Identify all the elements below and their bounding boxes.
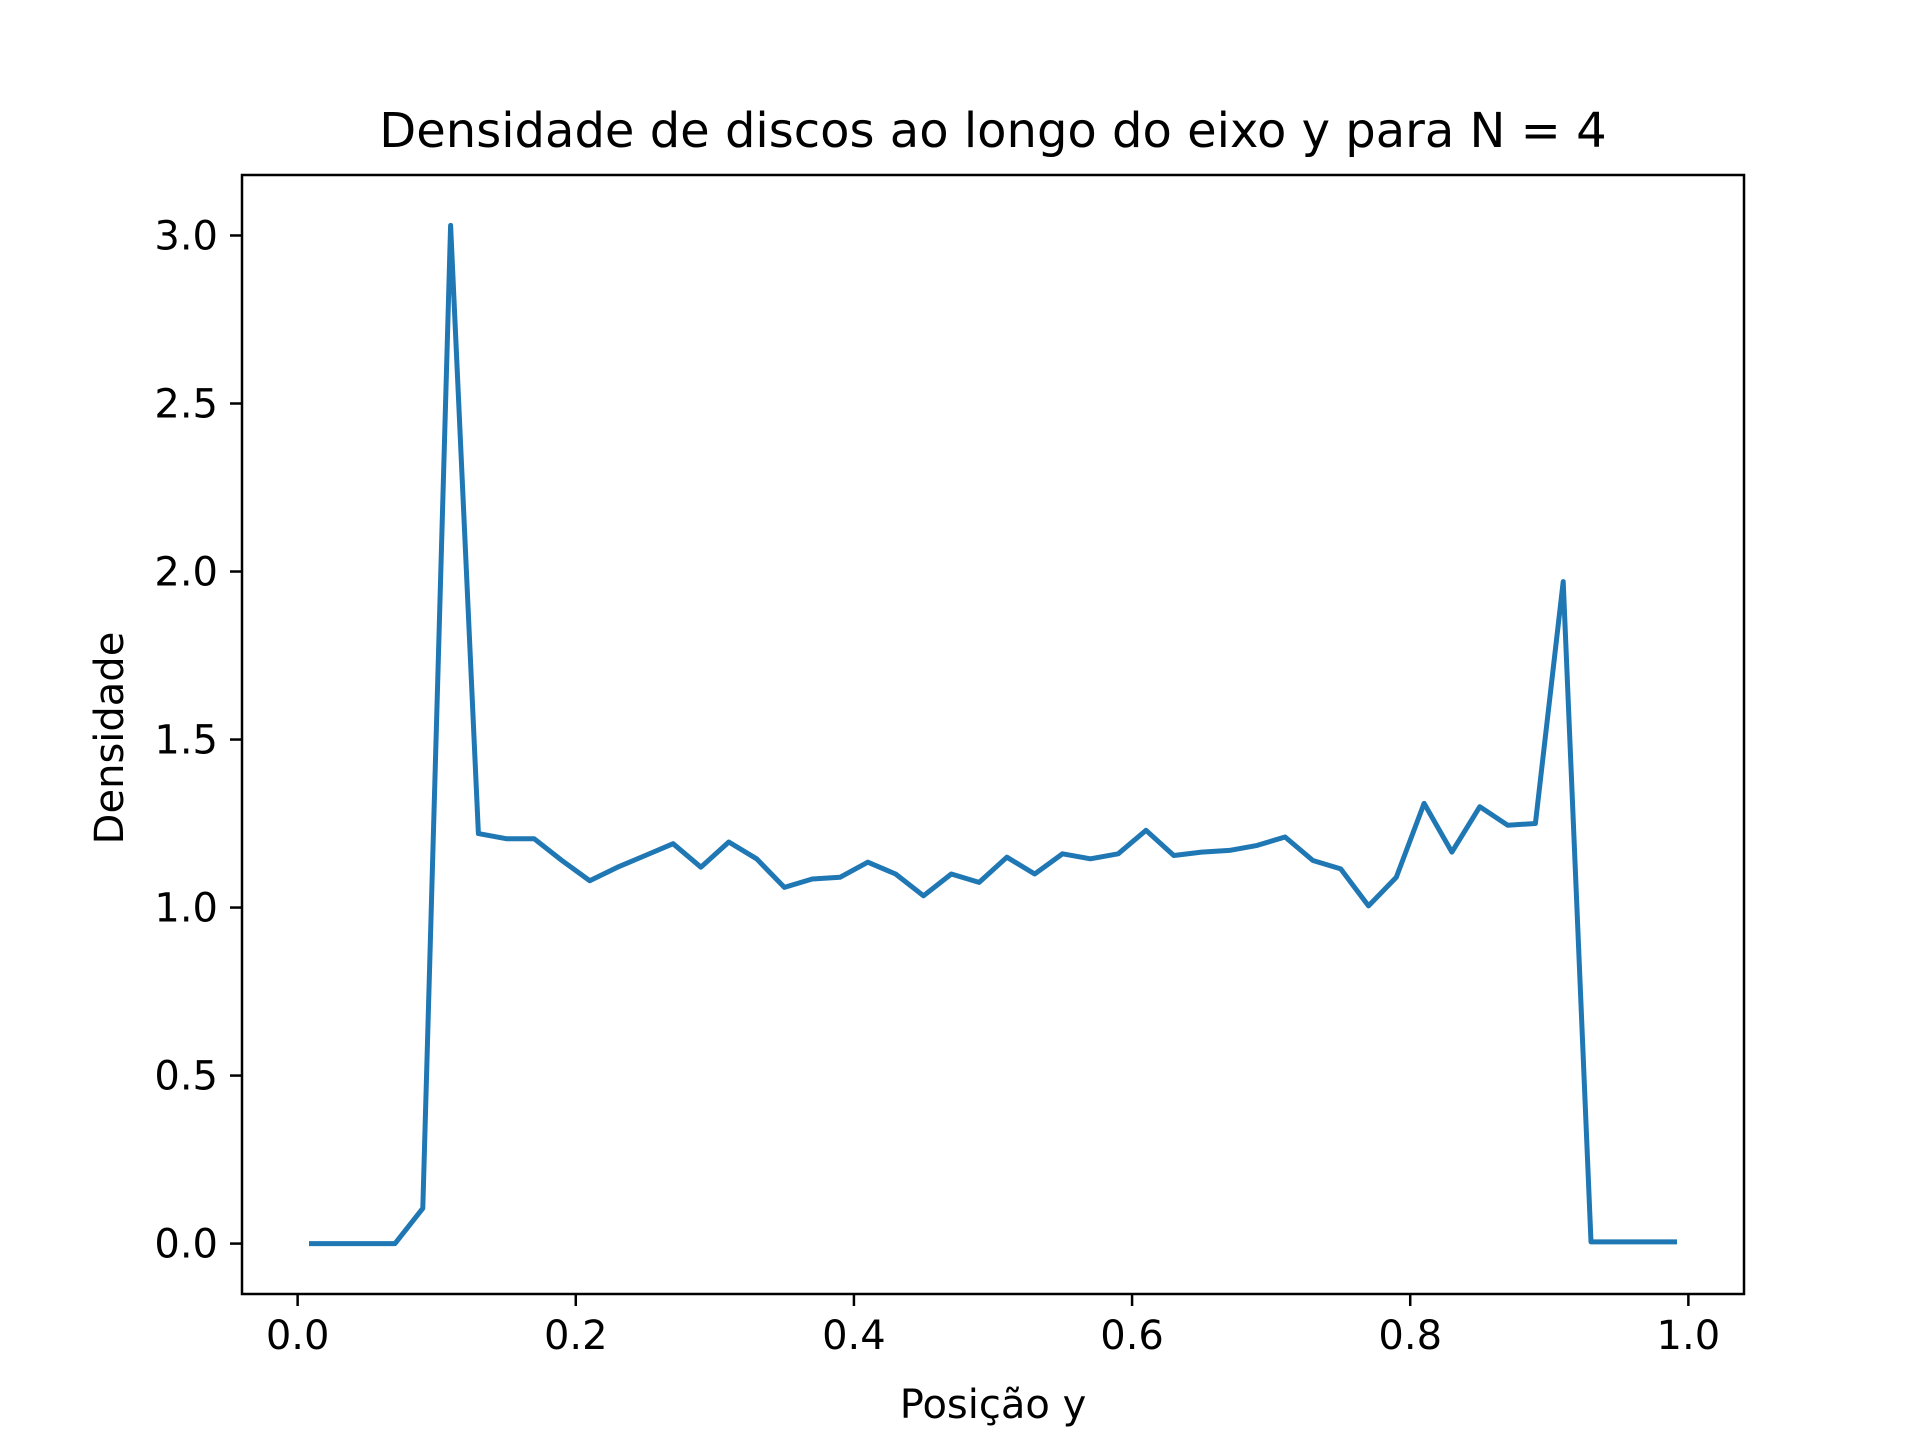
x-tick-label: 0.2	[544, 1313, 608, 1359]
x-tick-label: 0.4	[822, 1313, 886, 1359]
y-axis: 0.0 0.5 1.0 1.5 2.0 2.5 3.0	[154, 213, 242, 1268]
x-tick-label: 0.6	[1100, 1313, 1164, 1359]
y-tick-label: 3.0	[154, 213, 218, 259]
x-axis-label: Posição y	[900, 1382, 1086, 1428]
y-tick-label: 1.5	[154, 718, 218, 764]
y-tick-label: 2.5	[154, 382, 218, 428]
y-tick-label: 2.0	[154, 550, 218, 596]
y-tick-label: 1.0	[154, 886, 218, 932]
chart-title: Densidade de discos ao longo do eixo y p…	[379, 103, 1606, 159]
plot-area	[240, 173, 1746, 1296]
x-axis: 0.0 0.2 0.4 0.6 0.8 1.0	[266, 1294, 1720, 1359]
y-tick-label: 0.5	[154, 1054, 218, 1100]
x-tick-label: 0.0	[266, 1313, 330, 1359]
y-axis-label: Densidade	[87, 632, 133, 845]
x-tick-label: 1.0	[1657, 1313, 1721, 1359]
x-tick-label: 0.8	[1378, 1313, 1442, 1359]
y-tick-label: 0.0	[154, 1222, 218, 1268]
axes-frame	[240, 173, 1746, 1296]
density-series-line	[309, 222, 1677, 1247]
